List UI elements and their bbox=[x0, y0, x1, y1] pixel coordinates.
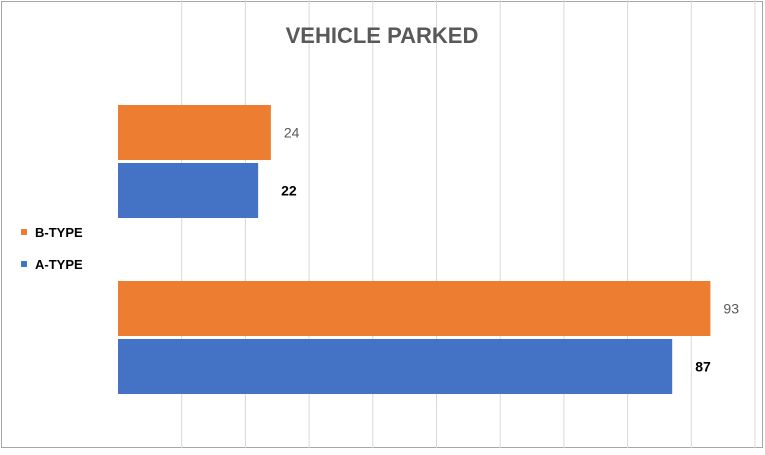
data-labels: 24 93 22 87 bbox=[281, 125, 739, 375]
data-label: 22 bbox=[281, 183, 297, 199]
legend-label: A-TYPE bbox=[35, 257, 83, 272]
data-label: 24 bbox=[284, 125, 300, 141]
chart-title: VEHICLE PARKED bbox=[286, 23, 479, 48]
bar-b-type bbox=[118, 105, 271, 160]
bar-a-type bbox=[118, 339, 673, 394]
data-label: 93 bbox=[723, 301, 739, 317]
legend-label: B-TYPE bbox=[35, 225, 83, 240]
legend-swatch bbox=[21, 261, 27, 267]
bar-a-type bbox=[118, 163, 259, 218]
bars bbox=[118, 105, 711, 394]
legend-swatch bbox=[21, 229, 27, 235]
bar-b-type bbox=[118, 281, 711, 336]
legend: B-TYPE A-TYPE bbox=[21, 225, 83, 272]
data-label: 87 bbox=[695, 359, 711, 375]
